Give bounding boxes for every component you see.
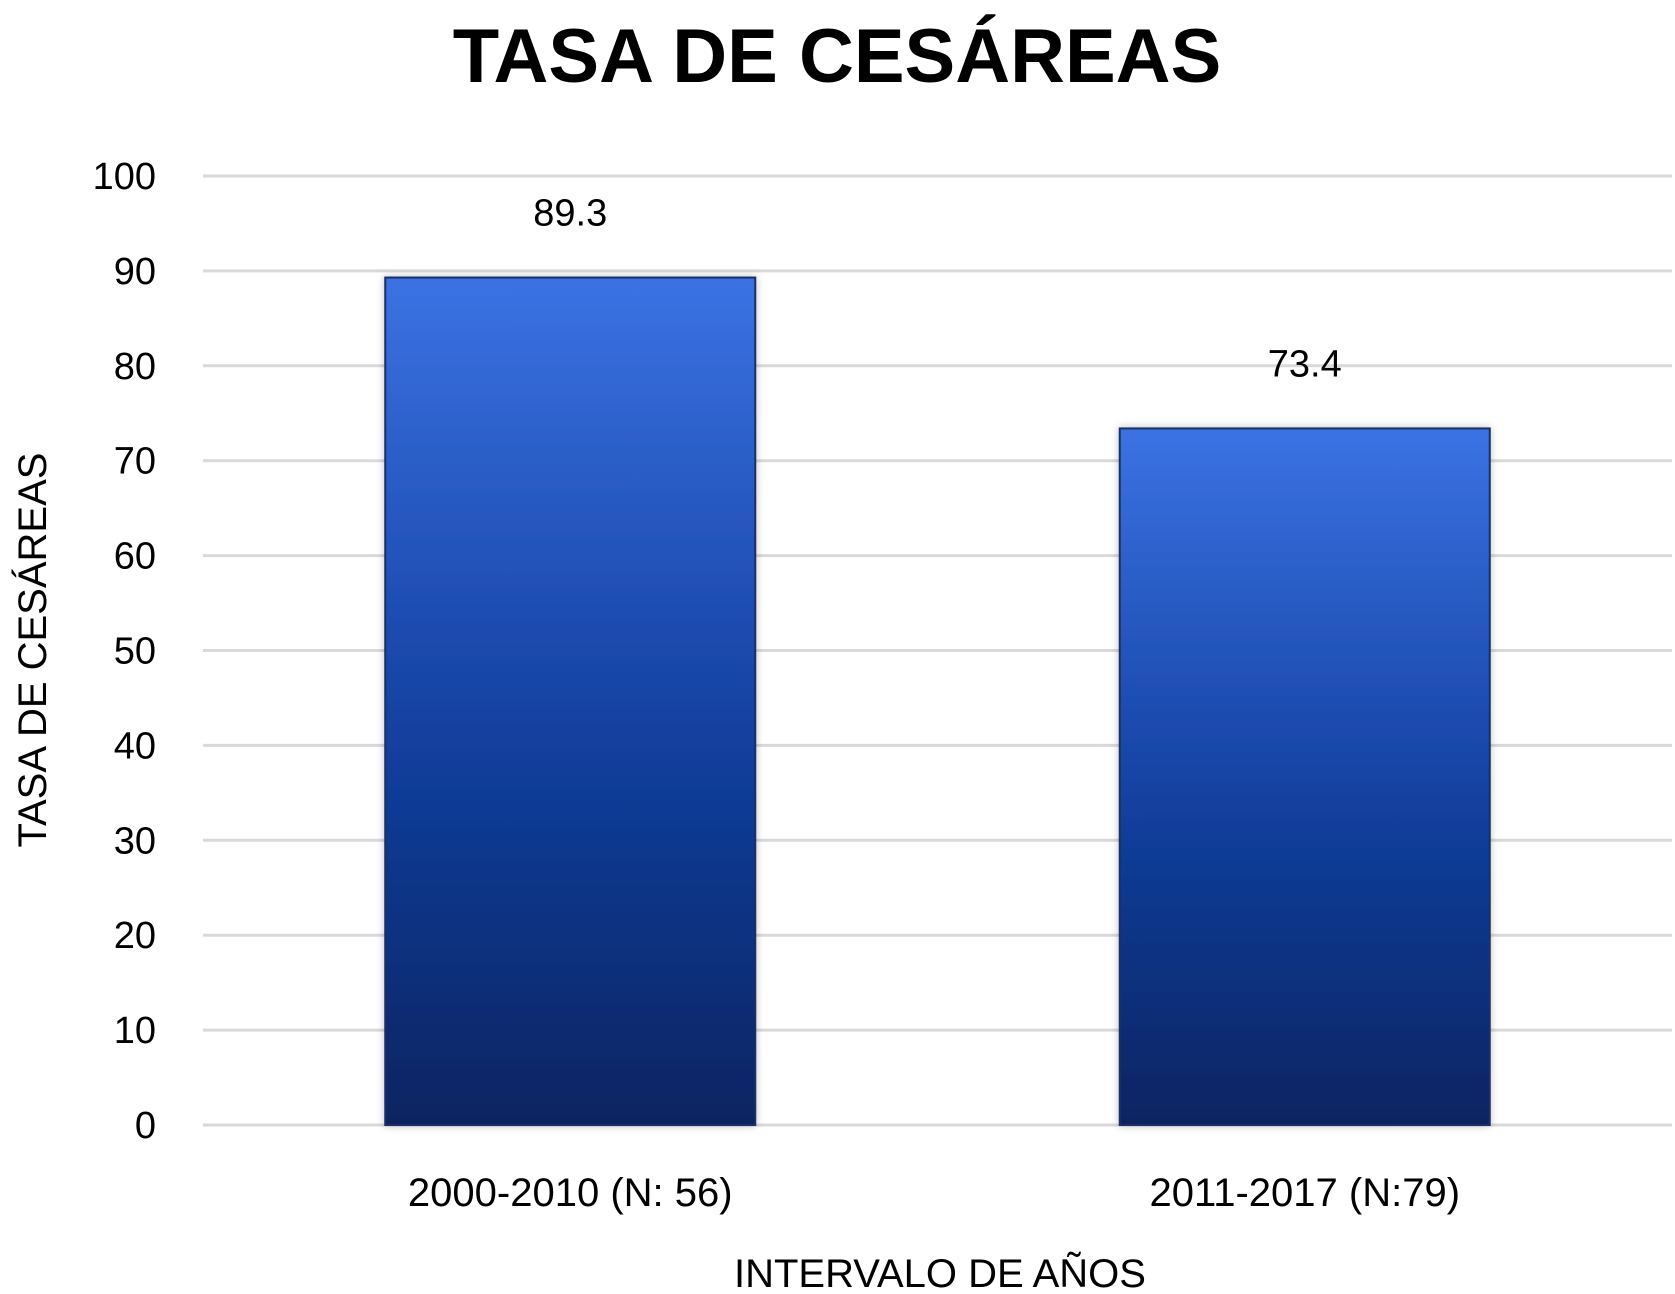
- bars: [384, 276, 1491, 1126]
- data-labels: 89.3 73.4: [533, 193, 1341, 386]
- y-tick-label: 20: [114, 915, 156, 957]
- y-axis-title: TASA DE CESÁREAS: [10, 453, 55, 848]
- y-axis-ticks: 0 10 20 30 40 50 60 70 80 90 100: [93, 156, 156, 1147]
- y-tick-label: 0: [135, 1105, 156, 1147]
- y-tick-label: 60: [114, 536, 156, 578]
- y-tick-label: 100: [93, 156, 156, 198]
- x-axis-title: INTERVALO DE AÑOS: [734, 1251, 1146, 1289]
- y-tick-label: 50: [114, 631, 156, 673]
- y-tick-label: 40: [114, 725, 156, 767]
- x-category-label-2: 2011-2017 (N:79): [1149, 1171, 1460, 1215]
- x-category-label-1: 2000-2010 (N: 56): [408, 1171, 733, 1215]
- x-axis-categories: 2000-2010 (N: 56) 2011-2017 (N:79): [408, 1171, 1460, 1215]
- y-tick-label: 70: [114, 441, 156, 483]
- y-tick-label: 30: [114, 820, 156, 862]
- y-tick-label: 10: [114, 1010, 156, 1052]
- data-label-1: 89.3: [533, 193, 607, 235]
- bar-2: [1118, 427, 1491, 1126]
- chart-title: TASA DE CESÁREAS: [453, 14, 1222, 99]
- y-tick-label: 90: [114, 251, 156, 293]
- y-tick-label: 80: [114, 346, 156, 388]
- data-label-2: 73.4: [1268, 343, 1342, 385]
- bar-1: [384, 276, 757, 1126]
